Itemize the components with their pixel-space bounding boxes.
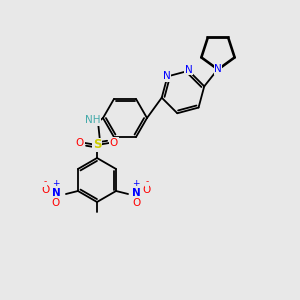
Text: O: O (142, 185, 150, 195)
Text: N: N (163, 71, 170, 81)
Text: N: N (185, 65, 193, 75)
Text: -: - (43, 178, 46, 187)
Text: S: S (93, 139, 101, 152)
Text: O: O (42, 185, 50, 195)
Text: N: N (132, 188, 140, 198)
Text: O: O (132, 198, 140, 208)
Text: O: O (110, 138, 118, 148)
Text: O: O (76, 138, 84, 148)
Text: +: + (132, 178, 140, 188)
Text: N: N (52, 188, 60, 198)
Text: NH: NH (85, 115, 101, 125)
Text: -: - (146, 178, 149, 187)
Text: N: N (214, 64, 222, 74)
Text: O: O (52, 198, 60, 208)
Text: +: + (52, 178, 60, 188)
